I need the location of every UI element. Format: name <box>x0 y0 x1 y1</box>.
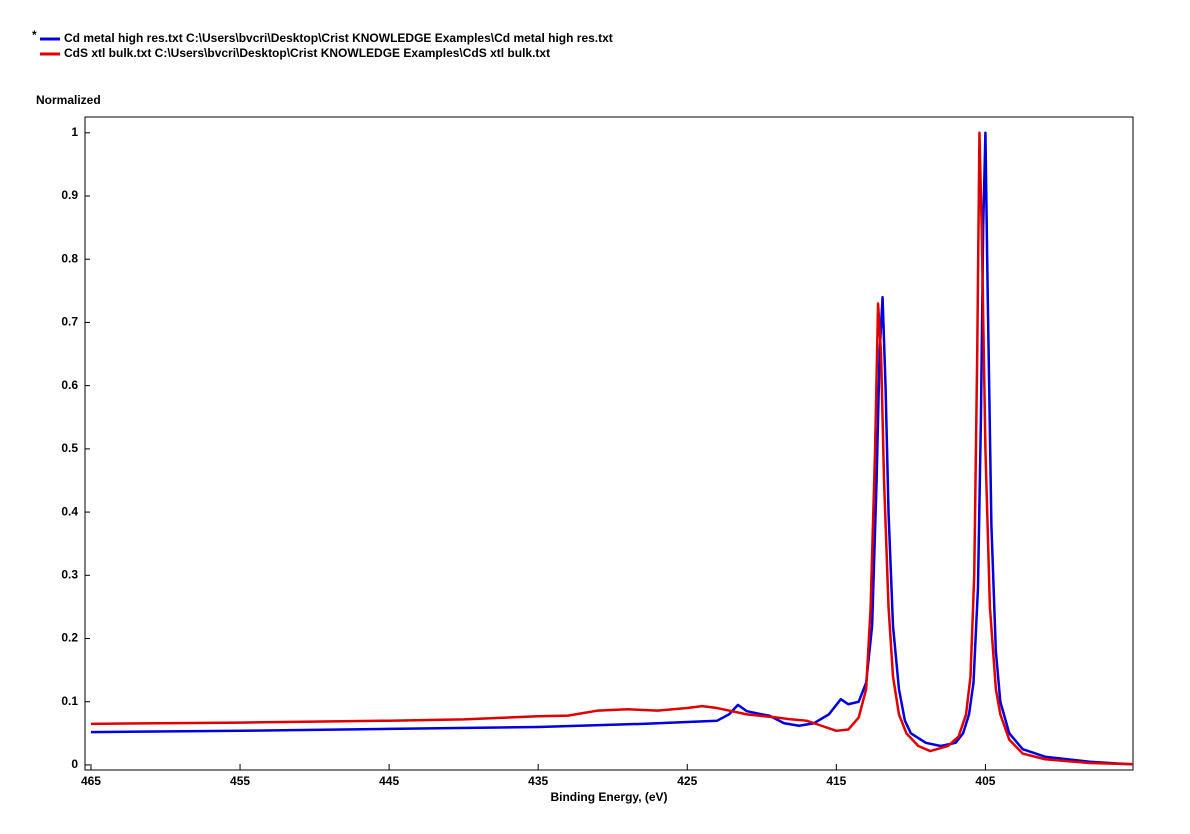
x-tick-label: 415 <box>826 774 846 788</box>
x-tick-label: 435 <box>528 774 548 788</box>
spectrum-line <box>90 131 1134 766</box>
x-tick-label: 425 <box>677 774 697 788</box>
legend-label: Cd metal high res.txt C:\Users\bvcri\Des… <box>64 31 613 45</box>
x-tick-label: 465 <box>81 774 101 788</box>
y-axis-label: Normalized <box>36 93 101 107</box>
y-tick-label: 0.8 <box>61 251 78 265</box>
y-tick-label: 0.6 <box>61 378 78 392</box>
x-tick-label: 455 <box>230 774 250 788</box>
y-tick-label: 0.1 <box>61 694 78 708</box>
y-tick-label: 0.5 <box>61 441 78 455</box>
y-tick-label: 0.4 <box>61 504 78 518</box>
y-tick-label: 0.7 <box>61 315 78 329</box>
plot-frame <box>84 116 1134 771</box>
x-tick-label: 445 <box>379 774 399 788</box>
y-tick-label: 0 <box>71 757 78 771</box>
y-tick-label: 0.9 <box>61 188 78 202</box>
spectrum-line <box>90 131 1134 766</box>
legend-active-mark: * <box>32 28 37 42</box>
y-tick-label: 0.3 <box>61 567 78 581</box>
y-tick-label: 1 <box>71 125 78 139</box>
x-axis-label: Binding Energy, (eV) <box>550 790 667 804</box>
x-tick-label: 405 <box>975 774 995 788</box>
y-tick-label: 0.2 <box>61 631 78 645</box>
legend-label: CdS xtl bulk.txt C:\Users\bvcri\Desktop\… <box>64 46 550 60</box>
